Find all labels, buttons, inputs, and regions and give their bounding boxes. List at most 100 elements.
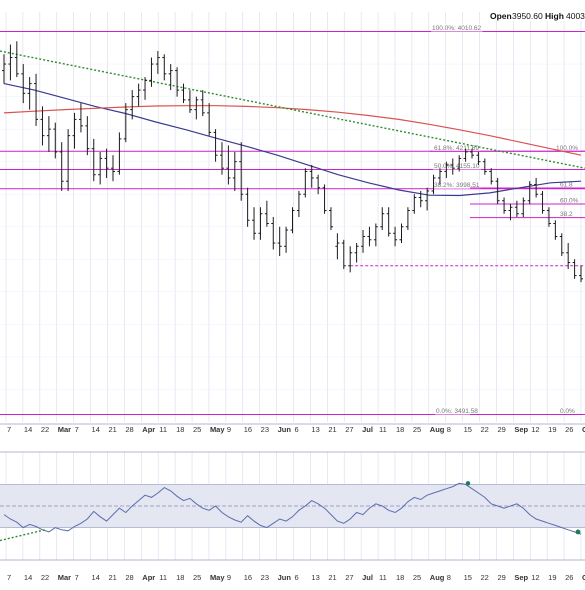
rsi-x-tick-label: 25: [193, 573, 201, 582]
x-tick-label: 22: [481, 425, 489, 434]
ohlc-bar: [322, 184, 327, 214]
rsi-x-tick-label: Apr: [142, 573, 155, 582]
ohlc-bar: [213, 129, 218, 162]
ohlc-bar: [110, 155, 115, 182]
moving-averages: [3, 83, 582, 197]
ohlc-bar: [175, 67, 180, 97]
ohlc-bar: [502, 197, 507, 214]
x-axis-main: 7 7 14 14 22 22 Mar Mar 7 7 14 14 21 21 28 28 Apr Apr 11 11…: [7, 425, 585, 582]
rsi-x-tick-label: 21: [108, 573, 116, 582]
ohlc-bar: [8, 44, 13, 81]
rsi-x-tick-label: 18: [396, 573, 404, 582]
fibonacci-levels: 100.0%: 4010.62 61.8%: 4211.69 50.0%: 4155…: [0, 23, 585, 416]
x-tick-label: 19: [548, 425, 556, 434]
rsi-x-tick-label: 13: [311, 573, 319, 582]
x-tick-label: 27: [345, 425, 353, 434]
rsi-x-tick-label: 27: [345, 573, 353, 582]
ohlc-bar: [425, 187, 430, 211]
fib-level-label-secondary: 60.0%: [560, 197, 579, 204]
ohlc-bar: [27, 77, 32, 110]
rsi-x-tick-label: 28: [125, 573, 133, 582]
x-tick-label: 18: [176, 425, 184, 434]
fib-level-label: 0.0%: 3491.58: [436, 408, 478, 415]
rsi-x-tick-label: 11: [159, 573, 167, 582]
rsi-x-tick-label: 22: [41, 573, 49, 582]
ohlc-bar: [437, 168, 442, 185]
rsi-x-tick-label: Mar: [58, 573, 71, 582]
ohlc-bar: [136, 83, 141, 107]
ohlc-bar: [476, 151, 481, 165]
open-value: 3950.60: [512, 11, 543, 21]
ohlc-bar: [316, 174, 321, 195]
x-tick-label: 9: [227, 425, 231, 434]
x-tick-label: Aug: [430, 425, 445, 434]
x-tick-label: 16: [244, 425, 252, 434]
rsi-x-tick-label: 11: [379, 573, 387, 582]
ohlc-bar: [21, 64, 26, 104]
rsi-x-tick-label: Jun: [278, 573, 292, 582]
rsi-x-tick-label: May: [210, 573, 225, 582]
x-tick-label: O: [582, 425, 585, 434]
ohlc-bar: [546, 207, 551, 227]
x-tick-label: 7: [75, 425, 79, 434]
rsi-overbought-marker: [465, 481, 471, 486]
x-tick-label: 21: [108, 425, 116, 434]
ohlc-bar: [495, 177, 500, 204]
downtrend-line: [0, 50, 585, 169]
fib-level-label: 100.0%: 4010.62: [432, 25, 482, 32]
rsi-x-tick-label: 7: [75, 573, 79, 582]
ohlc-bar: [303, 168, 308, 198]
ohlc-bar: [399, 223, 404, 244]
rsi-x-tick-label: 22: [481, 573, 489, 582]
ohlc-bar: [66, 129, 71, 191]
ohlc-bar: [271, 217, 276, 250]
ohlc-bar: [527, 181, 532, 204]
rsi-x-tick-label: Sep: [514, 573, 528, 582]
ohlc-bar: [341, 239, 346, 270]
header: Open 3950.60 High 4003: [488, 10, 585, 21]
ohlc-bar: [252, 207, 257, 240]
ohlc-bar: [284, 226, 289, 253]
ohlc-bar: [200, 90, 205, 117]
ohlc-bar: [559, 233, 564, 257]
ohlc-bar: [91, 138, 96, 182]
x-tick-label: 18: [396, 425, 404, 434]
trendlines: [0, 50, 585, 169]
rsi-x-tick-label: 25: [413, 573, 421, 582]
x-tick-label: May: [210, 425, 225, 434]
rsi-x-tick-label: 9: [227, 573, 231, 582]
ohlc-bar: [155, 51, 160, 74]
ohlc-bar: [463, 148, 468, 162]
x-tick-label: Mar: [58, 425, 71, 434]
fib-label-background: [433, 143, 481, 152]
x-tick-label: 8: [447, 425, 451, 434]
fib-level-label-secondary: 38.2: [560, 211, 573, 218]
ohlc-bar: [373, 223, 378, 247]
ohlc-bar: [566, 243, 571, 270]
ohlc-bar: [412, 194, 417, 214]
ohlc-bar: [187, 90, 192, 113]
fib-level-label: 50.0%: 4155.10: [434, 163, 480, 170]
ohlc-bar: [98, 151, 103, 185]
ohlc-bar: [258, 207, 263, 240]
ohlc-bar: [489, 168, 494, 185]
x-tick-label: Jun: [278, 425, 292, 434]
x-tick-label: 25: [413, 425, 421, 434]
rsi-x-tick-label: 21: [328, 573, 336, 582]
ohlc-bar: [405, 207, 410, 231]
ohlc-bar: [168, 64, 173, 91]
rsi-x-tick-label: 26: [565, 573, 573, 582]
ohlc-bars: [2, 41, 583, 283]
x-tick-label: Apr: [142, 425, 155, 434]
rsi-x-tick-label: Aug: [430, 573, 445, 582]
rsi-x-tick-label: 19: [548, 573, 556, 582]
ohlc-bar: [72, 112, 77, 149]
x-tick-label: 12: [531, 425, 539, 434]
ohlc-bar: [277, 226, 282, 257]
fib-level-label: 61.8%: 4211.69: [434, 145, 479, 152]
rsi-x-tick-label: 18: [176, 573, 184, 582]
high-value: 4003: [566, 11, 585, 21]
fib-level-label-secondary: 0.0%: [560, 408, 575, 415]
